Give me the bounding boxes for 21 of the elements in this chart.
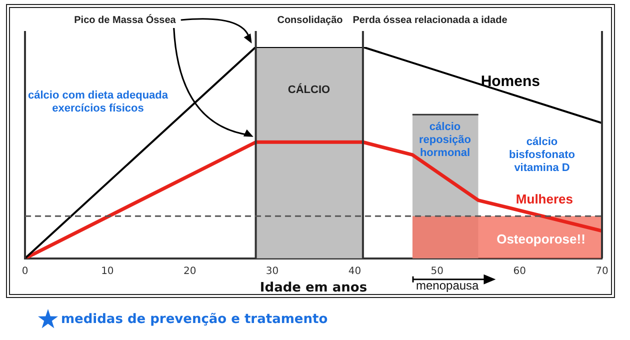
x-tick-label: 30 bbox=[266, 266, 279, 277]
text: Pico de Massa Óssea bbox=[74, 14, 176, 26]
text: Consolidação bbox=[277, 14, 343, 26]
x-tick-label: 0 bbox=[22, 266, 28, 277]
x-tick-label: 40 bbox=[348, 266, 362, 277]
annotation: cálcio reposição hormonal bbox=[419, 121, 472, 160]
text: Perda óssea relacionada a idade bbox=[352, 14, 508, 26]
annotation: CÁLCIO bbox=[288, 83, 331, 96]
annotation: Osteoporose!! bbox=[496, 232, 586, 247]
annotation: cálcio bisfosfonato vitamina D bbox=[509, 136, 576, 174]
x-tick-label: 70 bbox=[596, 266, 608, 277]
text: medidas de prevenção e tratamento bbox=[61, 312, 328, 326]
annotation: cálcio com dieta adequada exercícios físicos bbox=[28, 90, 169, 115]
series-label: Mulheres bbox=[516, 191, 573, 206]
x-tick-label: 10 bbox=[101, 266, 114, 277]
text: menopausa bbox=[416, 278, 480, 293]
x-axis-title: Idade em anos bbox=[260, 280, 368, 296]
x-tick-label: 50 bbox=[430, 266, 444, 277]
x-tick-label: 60 bbox=[513, 266, 526, 277]
x-tick-label: 20 bbox=[183, 266, 196, 277]
series-label: Homens bbox=[480, 73, 540, 90]
